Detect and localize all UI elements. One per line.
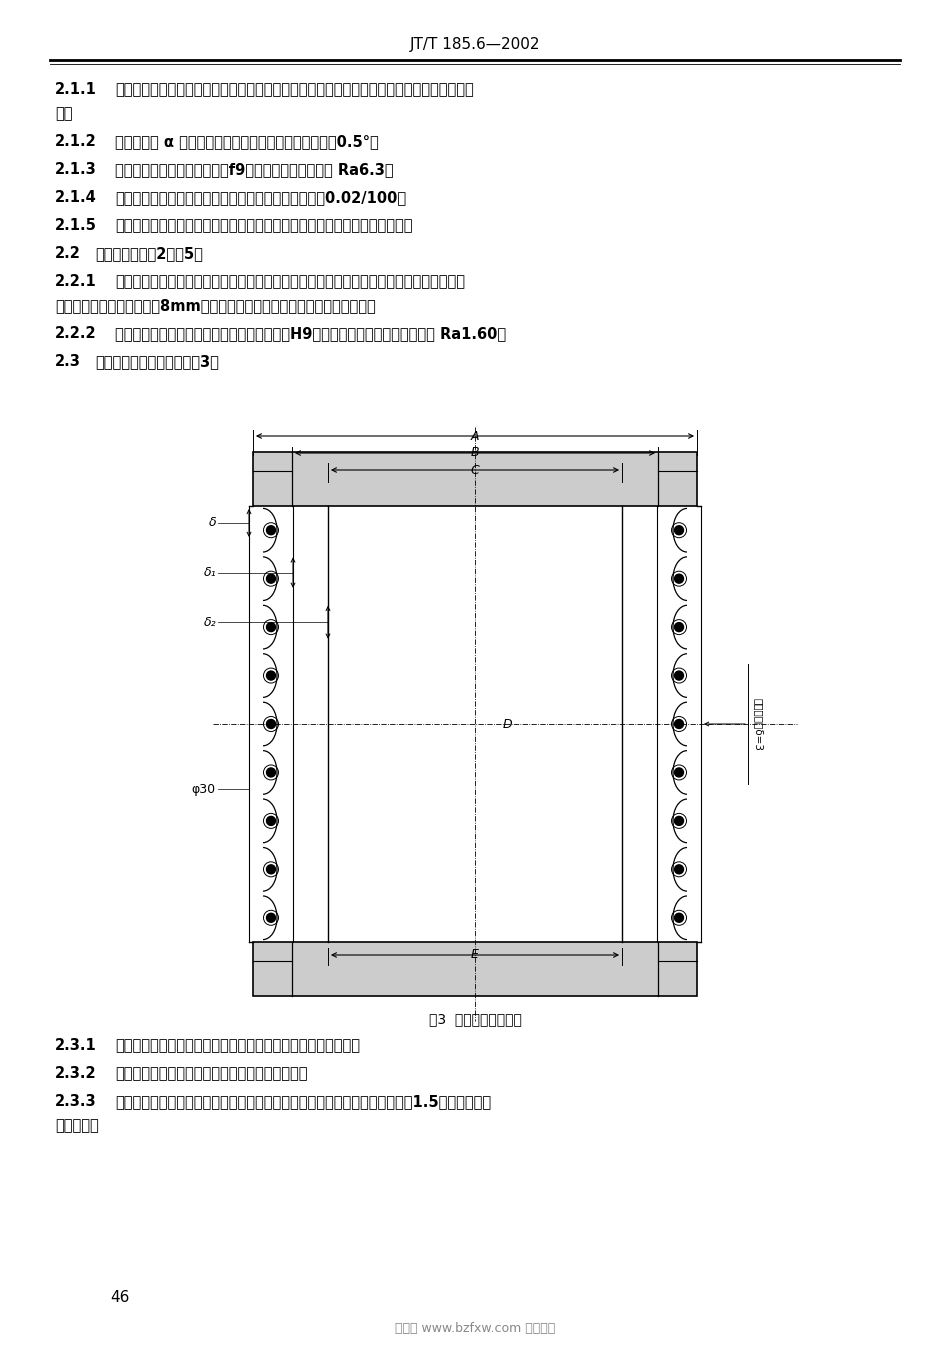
Circle shape xyxy=(267,671,276,681)
Circle shape xyxy=(674,768,683,777)
Text: 2.1.3: 2.1.3 xyxy=(55,161,97,178)
Text: 2.3.3: 2.3.3 xyxy=(55,1093,97,1110)
Text: 胶管出现以上缺陷应考虑更换新。换新的胶管结构应予加强，保证能安全承厗1.5倍工作压力的: 胶管出现以上缺陷应考虑更换新。换新的胶管结构应予加强，保证能安全承厗1.5倍工作… xyxy=(115,1093,491,1110)
Circle shape xyxy=(674,526,683,535)
Text: 船舘滑块（见图2，图5）: 船舘滑块（见图2，图5） xyxy=(95,246,203,261)
Bar xyxy=(253,941,697,997)
Text: 2.3.1: 2.3.1 xyxy=(55,1038,97,1053)
Circle shape xyxy=(674,865,683,874)
Text: 2.3: 2.3 xyxy=(55,354,81,369)
Text: 2.1.4: 2.1.4 xyxy=(55,190,97,204)
Circle shape xyxy=(267,913,276,923)
Text: 2.2: 2.2 xyxy=(55,246,81,261)
Bar xyxy=(253,452,697,506)
Text: 耶管挨性波纹胶管（参见图3）: 耶管挨性波纹胶管（参见图3） xyxy=(95,354,218,369)
Circle shape xyxy=(674,671,683,681)
Text: 修理后弯管 α 角应符合原设计要求，角度允差为不大于0.5°。: 修理后弯管 α 角应符合原设计要求，角度允差为不大于0.5°。 xyxy=(115,134,379,149)
Text: 弯管法兰应与所在处弯管中心线垂直，垂直度不应大于0.02/100。: 弯管法兰应与所在处弯管中心线垂直，垂直度不应大于0.02/100。 xyxy=(115,190,407,204)
Text: δ₁: δ₁ xyxy=(203,566,216,580)
Text: E: E xyxy=(471,948,479,962)
Text: 弯管叉头应进行检查，发现缺陷应予修理。弯管的焊缝必要时应作无损检查。: 弯管叉头应进行检查，发现缺陷应予修理。弯管的焊缝必要时应作无损检查。 xyxy=(115,218,412,233)
Text: 2.1.5: 2.1.5 xyxy=(55,218,97,233)
Text: B: B xyxy=(470,447,480,460)
Circle shape xyxy=(267,720,276,729)
Text: D: D xyxy=(503,717,513,730)
Text: 复。: 复。 xyxy=(55,106,72,121)
Text: A: A xyxy=(471,429,479,443)
Text: 弯管法兰配合面的尺寸精度为f9，表面粗糙度应不低于 Ra6.3。: 弯管法兰配合面的尺寸精度为f9，表面粗糙度应不低于 Ra6.3。 xyxy=(115,161,393,178)
Text: 2.3.2: 2.3.2 xyxy=(55,1067,97,1081)
Text: δ₂: δ₂ xyxy=(203,616,216,628)
Text: 2.2.2: 2.2.2 xyxy=(55,325,97,342)
Circle shape xyxy=(267,574,276,584)
Text: 学兔兔 www.bzfxw.com 标准下载: 学兔兔 www.bzfxw.com 标准下载 xyxy=(395,1322,555,1336)
Text: 胶管在作业压力下不应有渗漏、局部鼓起等现象。: 胶管在作业压力下不应有渗漏、局部鼓起等现象。 xyxy=(115,1067,308,1081)
Circle shape xyxy=(674,574,683,584)
Text: 船舘滑块与船侧导板为易损件。滑块与船舘接管间隙可用调換接管垫片或加垫调整修复。滑: 船舘滑块与船侧导板为易损件。滑块与船舘接管间隙可用调換接管垫片或加垫调整修复。滑 xyxy=(115,274,465,289)
Text: 图3  挨性波纹吸泥胶管: 图3 挨性波纹吸泥胶管 xyxy=(428,1011,522,1026)
Circle shape xyxy=(674,913,683,923)
Text: 内胶层厕度δ=3: 内胶层厕度δ=3 xyxy=(753,698,763,751)
Text: C: C xyxy=(470,464,480,476)
Text: 2.1.1: 2.1.1 xyxy=(55,82,97,97)
Text: 块与船体导向槽间隙应小于8mm。必要时滑块动配面可采用堆焊等方法修复。: 块与船体导向槽间隙应小于8mm。必要时滑块动配面可采用堆焊等方法修复。 xyxy=(55,299,376,313)
Text: φ30: φ30 xyxy=(192,783,216,796)
Text: 滑块与弯管法兰配合部位的深度尺寸精度采用H9。滑动面的表面粗糙度应不低于 Ra1.60。: 滑块与弯管法兰配合部位的深度尺寸精度采用H9。滑动面的表面粗糙度应不低于 Ra1… xyxy=(115,325,506,342)
Text: 46: 46 xyxy=(110,1290,129,1305)
Circle shape xyxy=(267,768,276,777)
Text: 2.2.1: 2.2.1 xyxy=(55,274,97,289)
Text: 试验压力。: 试验压力。 xyxy=(55,1118,99,1132)
Circle shape xyxy=(267,816,276,826)
Text: JT/T 185.6—2002: JT/T 185.6—2002 xyxy=(409,38,541,52)
Circle shape xyxy=(267,865,276,874)
Circle shape xyxy=(267,623,276,632)
Text: 2.1.2: 2.1.2 xyxy=(55,134,97,149)
Text: δ: δ xyxy=(208,516,216,530)
Circle shape xyxy=(674,720,683,729)
Circle shape xyxy=(267,526,276,535)
Text: 胶管内外胶层不允许有裂痕、海绵状、剥落和裸露钉丝等缺陷。: 胶管内外胶层不允许有裂痕、海绵状、剥落和裸露钉丝等缺陷。 xyxy=(115,1038,360,1053)
Circle shape xyxy=(674,816,683,826)
Circle shape xyxy=(674,623,683,632)
Text: 弯管法兰与船舘滑块为易损件，其间隙超差，可用垫片调整。必要时可采用堆焊等方法加工修: 弯管法兰与船舘滑块为易损件，其间隙超差，可用垫片调整。必要时可采用堆焊等方法加工… xyxy=(115,82,474,97)
